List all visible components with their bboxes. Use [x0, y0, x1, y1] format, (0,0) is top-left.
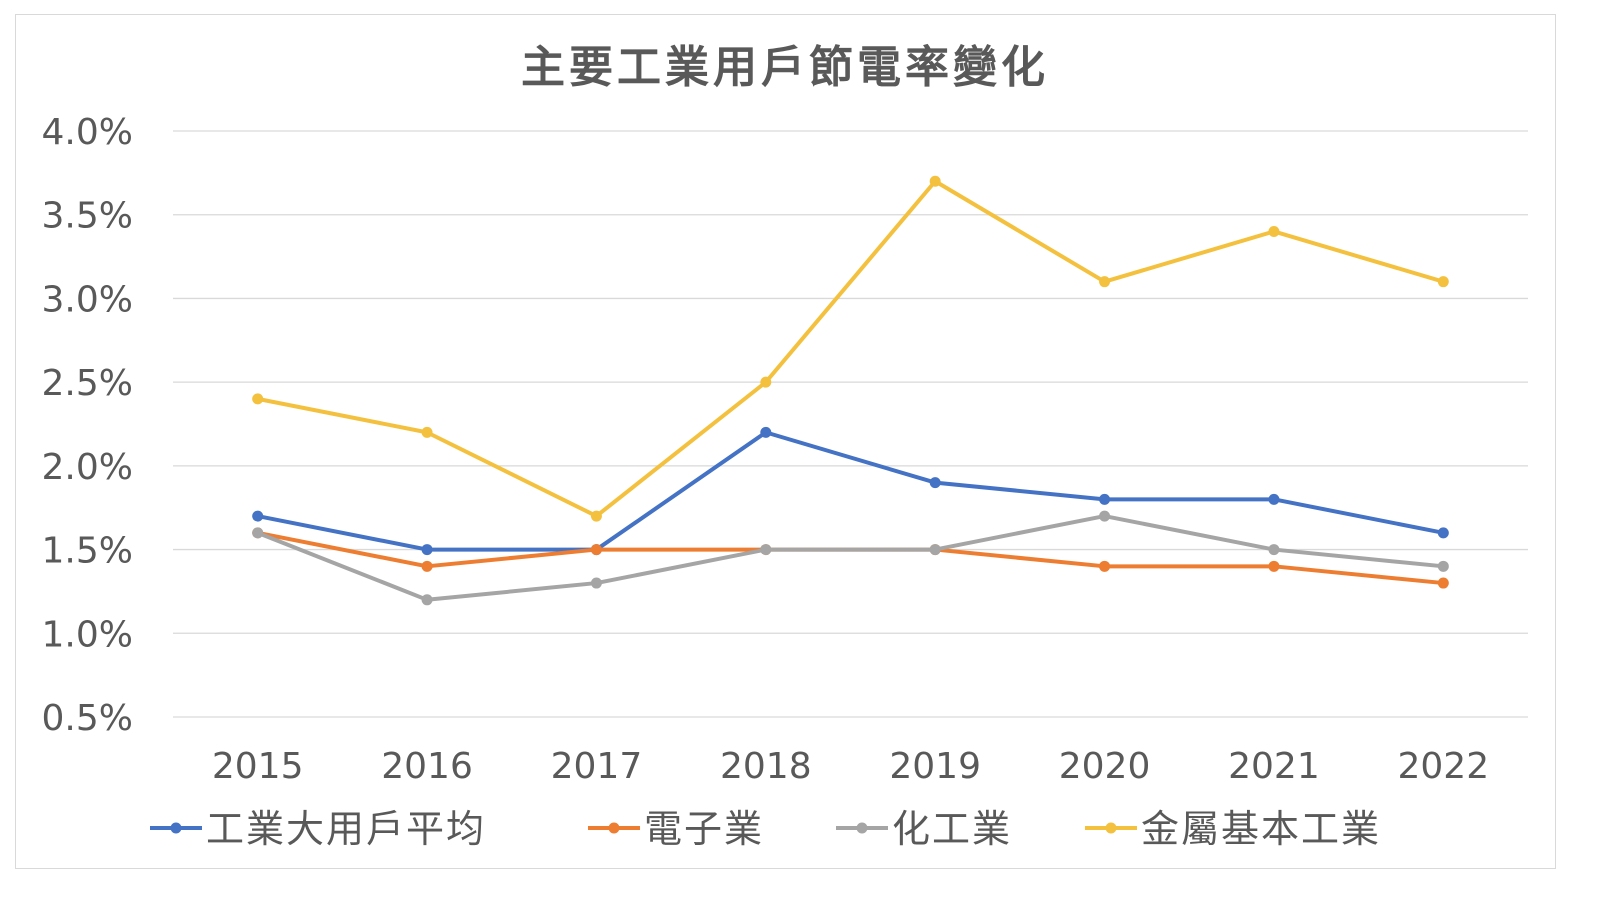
- legend-swatch-marker: [608, 822, 620, 834]
- y-axis-ticks: 0.5% 1.0% 1.5% 2.0% 2.5% 3.0% 3.5% 4.0%: [42, 112, 133, 739]
- data-point: [252, 510, 264, 522]
- data-point: [760, 376, 772, 388]
- data-point: [590, 510, 602, 522]
- legend-label: 電子業: [644, 807, 764, 851]
- y-tick-label: 3.0%: [42, 279, 133, 320]
- data-point: [929, 175, 941, 187]
- series-lines: [252, 175, 1449, 606]
- legend-item: 工業大用戶平均: [150, 807, 486, 851]
- data-point: [252, 527, 264, 539]
- legend-label: 工業大用戶平均: [206, 807, 486, 851]
- y-tick-label: 2.5%: [42, 363, 133, 404]
- data-point: [1268, 225, 1280, 237]
- legend-label: 化工業: [892, 807, 1012, 851]
- y-tick-label: 2.0%: [42, 447, 133, 488]
- y-tick-label: 0.5%: [42, 698, 133, 739]
- legend-label: 金屬基本工業: [1141, 807, 1381, 851]
- x-tick-label: 2016: [381, 746, 473, 787]
- x-tick-label: 2018: [720, 746, 812, 787]
- data-point: [1099, 493, 1111, 505]
- data-point: [1437, 276, 1449, 288]
- legend-item: 電子業: [588, 807, 764, 851]
- x-tick-label: 2021: [1228, 746, 1320, 787]
- legend-item: 金屬基本工業: [1085, 807, 1381, 851]
- data-point: [252, 393, 264, 405]
- data-point: [929, 477, 941, 489]
- legend-item: 化工業: [836, 807, 1012, 851]
- x-tick-label: 2020: [1059, 746, 1151, 787]
- legend-swatch-marker: [856, 822, 868, 834]
- series-line: [256, 514, 1444, 602]
- data-point: [1099, 276, 1111, 288]
- chart-border: [15, 14, 1556, 869]
- x-tick-label: 2017: [551, 746, 643, 787]
- data-point: [421, 426, 433, 438]
- data-point: [590, 544, 602, 556]
- legend: 工業大用戶平均 電子業 化工業 金屬基本工業: [150, 807, 1381, 851]
- data-point: [421, 594, 433, 606]
- x-tick-label: 2019: [889, 746, 981, 787]
- data-point: [1099, 510, 1111, 522]
- series-2: [252, 510, 1449, 606]
- y-tick-label: 1.0%: [42, 614, 133, 655]
- y-tick-label: 3.5%: [42, 196, 133, 237]
- data-point: [760, 426, 772, 438]
- x-tick-label: 2015: [212, 746, 304, 787]
- legend-swatch-marker: [1105, 822, 1117, 834]
- data-point: [1268, 560, 1280, 572]
- x-axis-ticks: 2015 2016 2017 2018 2019 2020 2021 2022: [212, 746, 1489, 787]
- data-point: [1268, 493, 1280, 505]
- data-point: [421, 544, 433, 556]
- series-line: [257, 179, 1444, 519]
- data-point: [1437, 577, 1449, 589]
- data-point: [1437, 560, 1449, 572]
- legend-swatch-marker: [170, 822, 182, 834]
- data-point: [1437, 527, 1449, 539]
- series-line: [257, 430, 1444, 552]
- data-point: [590, 577, 602, 589]
- data-point: [760, 544, 772, 556]
- chart-title: 主要工業用戶節電率變化: [521, 42, 1049, 93]
- x-tick-label: 2022: [1398, 746, 1490, 787]
- data-point: [929, 544, 941, 556]
- data-point: [1099, 560, 1111, 572]
- y-tick-label: 1.5%: [42, 531, 133, 572]
- data-point: [1268, 544, 1280, 556]
- y-tick-label: 4.0%: [42, 112, 133, 153]
- data-point: [421, 560, 433, 572]
- series-3: [252, 175, 1449, 522]
